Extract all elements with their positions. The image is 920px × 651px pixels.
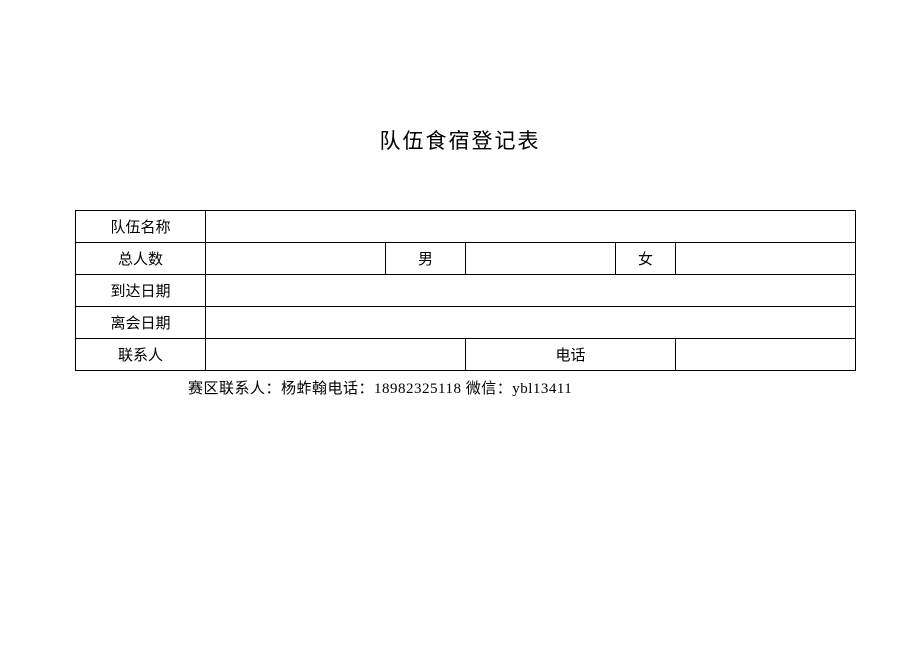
arrival-date-value bbox=[206, 275, 856, 307]
contact-label: 联系人 bbox=[76, 339, 206, 371]
table-row: 离会日期 bbox=[76, 307, 856, 339]
phone-value bbox=[676, 339, 856, 371]
form-title: 队伍食宿登记表 bbox=[0, 125, 920, 155]
table-row: 总人数 男 女 bbox=[76, 243, 856, 275]
team-name-value bbox=[206, 211, 856, 243]
contact-value bbox=[206, 339, 466, 371]
footer-contact-info: 赛区联系人：杨蚱翰电话：18982325118 微信：ybl13411 bbox=[188, 377, 920, 398]
female-value bbox=[676, 243, 856, 275]
table-row: 联系人 电话 bbox=[76, 339, 856, 371]
departure-date-label: 离会日期 bbox=[76, 307, 206, 339]
registration-table: 队伍名称 总人数 男 女 到达日期 离会日期 联系人 电话 bbox=[75, 210, 856, 371]
total-count-label: 总人数 bbox=[76, 243, 206, 275]
male-value bbox=[466, 243, 616, 275]
phone-label: 电话 bbox=[466, 339, 676, 371]
total-count-value bbox=[206, 243, 386, 275]
team-name-label: 队伍名称 bbox=[76, 211, 206, 243]
male-label: 男 bbox=[386, 243, 466, 275]
departure-date-value bbox=[206, 307, 856, 339]
female-label: 女 bbox=[616, 243, 676, 275]
table-row: 队伍名称 bbox=[76, 211, 856, 243]
arrival-date-label: 到达日期 bbox=[76, 275, 206, 307]
table-row: 到达日期 bbox=[76, 275, 856, 307]
